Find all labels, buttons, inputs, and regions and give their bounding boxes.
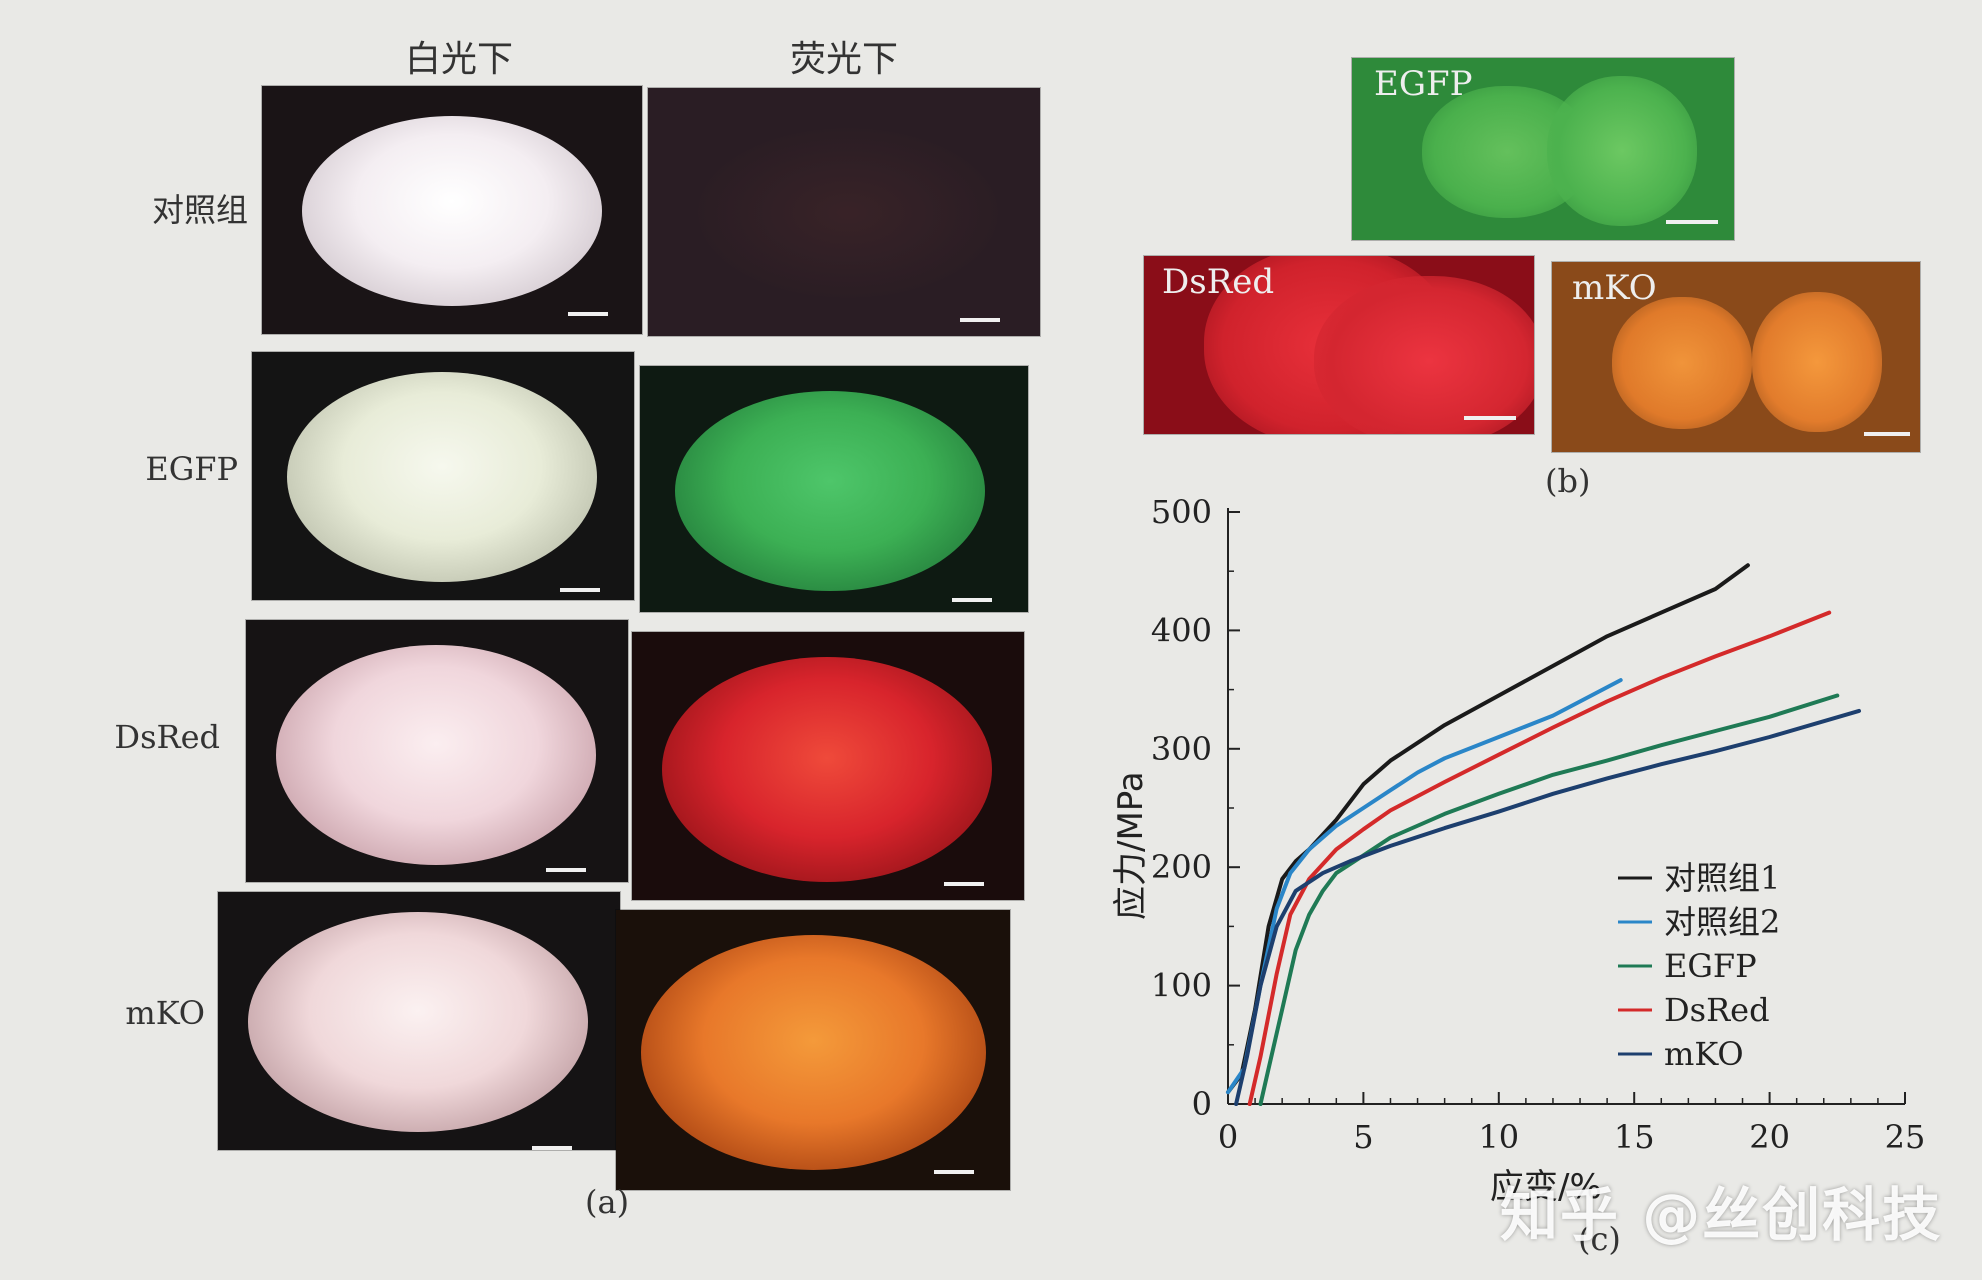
scale-bar — [952, 598, 992, 602]
photo-egfp-closeup: EGFP — [1352, 58, 1734, 240]
photo-mko-closeup: mKO — [1552, 262, 1920, 452]
scale-bar — [944, 882, 984, 886]
scale-bar — [1864, 432, 1910, 436]
photo-egfp-fluorescence — [640, 366, 1028, 612]
scale-bar — [1464, 416, 1516, 420]
label-mko: mKO — [1572, 268, 1657, 308]
legend-label: EGFP — [1664, 947, 1757, 985]
scale-bar — [546, 868, 586, 872]
label-dsred: DsRed — [1162, 262, 1275, 302]
legend-label: 对照组2 — [1664, 903, 1780, 941]
photo-egfp-white — [252, 352, 634, 600]
x-tick-label: 15 — [1614, 1118, 1655, 1156]
series-line-对照组2 — [1226, 678, 1623, 1095]
row-label-egfp: EGFP — [145, 450, 238, 488]
chart-axes: 0 5 10 15 20 25 0 100 200 300 400 500 — [1151, 493, 1925, 1156]
scale-bar — [560, 588, 600, 592]
x-tick-label: 0 — [1218, 1118, 1238, 1156]
scale-bar — [568, 312, 608, 316]
legend-label: mKO — [1664, 1035, 1744, 1073]
caption-a: (a) — [585, 1183, 630, 1221]
photo-control-white — [262, 86, 642, 334]
y-tick-label: 200 — [1151, 848, 1212, 886]
y-tick-label: 300 — [1151, 730, 1212, 768]
column-header-white-light: 白光下 — [405, 39, 514, 80]
x-tick-label: 25 — [1885, 1118, 1926, 1156]
x-tick-label: 5 — [1353, 1118, 1373, 1156]
caption-c: (c) — [1578, 1220, 1621, 1258]
caption-b: (b) — [1545, 462, 1591, 500]
y-tick-label: 0 — [1192, 1085, 1212, 1123]
x-tick-label: 20 — [1749, 1118, 1790, 1156]
row-label-mko: mKO — [125, 994, 205, 1032]
y-tick-label: 100 — [1151, 967, 1212, 1005]
series-line-对照组1 — [1226, 563, 1750, 1095]
x-axis-label: 应变/% — [1490, 1167, 1602, 1207]
photo-control-fluorescence — [648, 88, 1040, 336]
y-axis-label: 应力/MPa — [1111, 771, 1151, 920]
series-line-EGFP — [1258, 693, 1840, 1106]
y-tick-label: 400 — [1151, 611, 1212, 649]
scale-bar — [960, 318, 1000, 322]
series-line-DsRed — [1247, 610, 1832, 1106]
row-label-dsred: DsRed — [114, 718, 220, 756]
stress-strain-chart: 0 5 10 15 20 25 0 100 200 300 400 500 对照组1 对照组2 EGFP D… — [1111, 493, 1925, 1258]
y-tick-label: 500 — [1151, 493, 1212, 531]
row-label-control: 对照组 — [151, 191, 248, 229]
photo-dsred-closeup: DsRed — [1144, 256, 1534, 434]
x-tick-label: 10 — [1478, 1118, 1519, 1156]
chart-series — [1226, 563, 1861, 1106]
photo-dsred-fluorescence — [632, 632, 1024, 900]
scale-bar — [1666, 220, 1718, 224]
legend-label: 对照组1 — [1664, 859, 1780, 897]
photo-mko-fluorescence — [616, 910, 1010, 1190]
legend-label: DsRed — [1664, 991, 1770, 1029]
scale-bar — [934, 1170, 974, 1174]
column-header-fluorescence: 荧光下 — [790, 39, 899, 80]
label-egfp: EGFP — [1374, 64, 1473, 104]
series-line-mKO — [1234, 708, 1861, 1106]
chart-legend: 对照组1 对照组2 EGFP DsRed mKO — [1618, 859, 1780, 1073]
photo-dsred-white — [246, 620, 628, 882]
watermark: 知乎 @丝创科技 — [1500, 1181, 1943, 1249]
scale-bar — [532, 1146, 572, 1150]
photo-mko-white — [218, 892, 620, 1150]
